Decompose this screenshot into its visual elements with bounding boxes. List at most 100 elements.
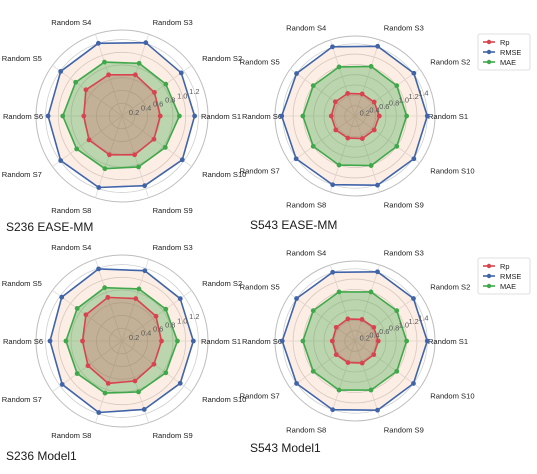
data-point-mae — [300, 338, 306, 344]
data-point-rp — [328, 113, 334, 119]
caption-s236-ease-mm: S236 EASE-MM — [6, 220, 94, 234]
category-label: Random S8 — [286, 425, 326, 434]
data-point-rp — [105, 294, 111, 300]
data-point-mae — [404, 113, 410, 119]
data-point-mae — [73, 79, 79, 85]
category-label: Random S8 — [286, 200, 326, 209]
radar-spoke — [290, 340, 356, 389]
data-point-rp — [80, 338, 85, 344]
category-label: Random S1 — [201, 337, 241, 346]
radial-tick-label: 1.0 — [177, 316, 187, 325]
legend-marker-rmse — [486, 273, 492, 279]
radial-tick-label: 0.6 — [379, 327, 389, 336]
data-point-rmse — [59, 294, 65, 300]
data-point-rp — [105, 381, 111, 386]
data-point-rmse — [143, 40, 149, 46]
category-label: Random S6 — [242, 337, 282, 346]
category-label: Random S7 — [240, 167, 280, 176]
data-point-rp — [152, 90, 157, 95]
category-label: Random S5 — [240, 282, 280, 291]
data-point-mae — [136, 60, 142, 66]
data-point-mae — [368, 64, 374, 69]
data-point-rmse — [293, 156, 299, 162]
data-point-mae — [74, 306, 80, 311]
data-point-mae — [336, 162, 342, 168]
data-point-rmse — [96, 410, 102, 415]
data-point-rp — [359, 91, 365, 97]
data-point-rp — [345, 360, 351, 365]
category-label: Random S7 — [2, 170, 42, 179]
data-point-rp — [85, 363, 91, 369]
radar-chart-s543-ease-mm: Random S1 Random S2 Random S3 Random S4 Rand… — [240, 24, 531, 209]
data-point-rp — [151, 136, 157, 142]
radar-chart-s543-model1: Random S1 Random S2 Random S3 Random S4 Rand… — [240, 249, 531, 434]
category-label: Random S4 — [51, 18, 91, 27]
category-label: Random S10 — [202, 395, 246, 404]
category-label: Random S4 — [286, 24, 326, 33]
radar-spoke — [354, 68, 420, 117]
data-point-rp — [83, 87, 89, 93]
data-point-rmse — [375, 182, 380, 188]
caption-s543-model1: S543 Model1 — [250, 441, 321, 455]
radar-spoke — [290, 293, 356, 342]
radial-tick-label: 0.6 — [153, 325, 163, 334]
radial-tick-label: 1.2 — [189, 87, 199, 96]
data-point-rp — [345, 135, 351, 141]
data-point-mae — [102, 166, 108, 172]
data-point-mae — [163, 81, 169, 87]
category-label: Random S4 — [286, 249, 326, 258]
category-label: Random S2 — [430, 282, 470, 291]
data-point-mae — [404, 338, 410, 344]
data-point-rmse — [294, 381, 299, 386]
data-point-mae — [102, 285, 108, 291]
caption-s236-model1: S236 Model1 — [6, 449, 77, 463]
data-point-mae — [102, 59, 107, 65]
category-label: Random S8 — [51, 431, 91, 440]
data-point-rmse — [179, 157, 185, 163]
data-point-rp — [359, 360, 365, 366]
legend-marker-rp — [486, 39, 492, 45]
radial-tick-label: 0.8 — [389, 99, 399, 108]
category-label: Random S2 — [202, 279, 242, 288]
data-point-rmse — [411, 70, 417, 76]
data-point-mae — [394, 308, 400, 314]
radial-tick-label: 1.4 — [418, 314, 428, 323]
radial-tick-label: 0.4 — [141, 329, 151, 338]
data-point-mae — [176, 113, 182, 119]
data-point-rmse — [178, 70, 184, 76]
category-label: Random S9 — [153, 431, 193, 440]
category-label: Random S7 — [2, 395, 42, 404]
data-point-rmse — [375, 407, 380, 413]
data-point-rmse — [58, 69, 64, 74]
radar-spoke — [329, 264, 356, 342]
data-point-rmse — [330, 269, 336, 275]
radial-tick-label: 0.6 — [153, 100, 163, 109]
radar-chart-s236-ease-mm: Random S1 Random S2 Random S3 Random S4 Rand… — [2, 18, 247, 215]
radial-tick-label: 0.2 — [360, 109, 370, 118]
category-label: Random S2 — [430, 57, 470, 66]
category-label: Random S3 — [384, 249, 424, 258]
data-point-mae — [310, 143, 316, 149]
series-area-rp — [82, 74, 162, 156]
series-area-rp — [331, 318, 380, 364]
radar-spoke — [354, 115, 420, 164]
category-label: Random S6 — [3, 337, 43, 346]
data-point-rp — [159, 338, 164, 344]
radar-spoke — [354, 340, 420, 389]
data-point-mae — [394, 83, 400, 89]
radial-tick-label: 0.2 — [129, 333, 139, 342]
radar-spoke — [354, 115, 381, 193]
data-point-rp — [345, 316, 351, 322]
data-point-rp — [371, 324, 377, 330]
data-point-rp — [359, 136, 365, 141]
data-point-rmse — [294, 296, 299, 301]
data-point-rp — [132, 72, 138, 78]
data-point-rmse — [59, 382, 65, 387]
data-point-rmse — [95, 40, 101, 46]
data-point-rmse — [190, 338, 196, 344]
data-point-rmse — [411, 156, 417, 162]
category-label: Random S9 — [384, 425, 424, 434]
radar-spoke — [329, 340, 356, 418]
